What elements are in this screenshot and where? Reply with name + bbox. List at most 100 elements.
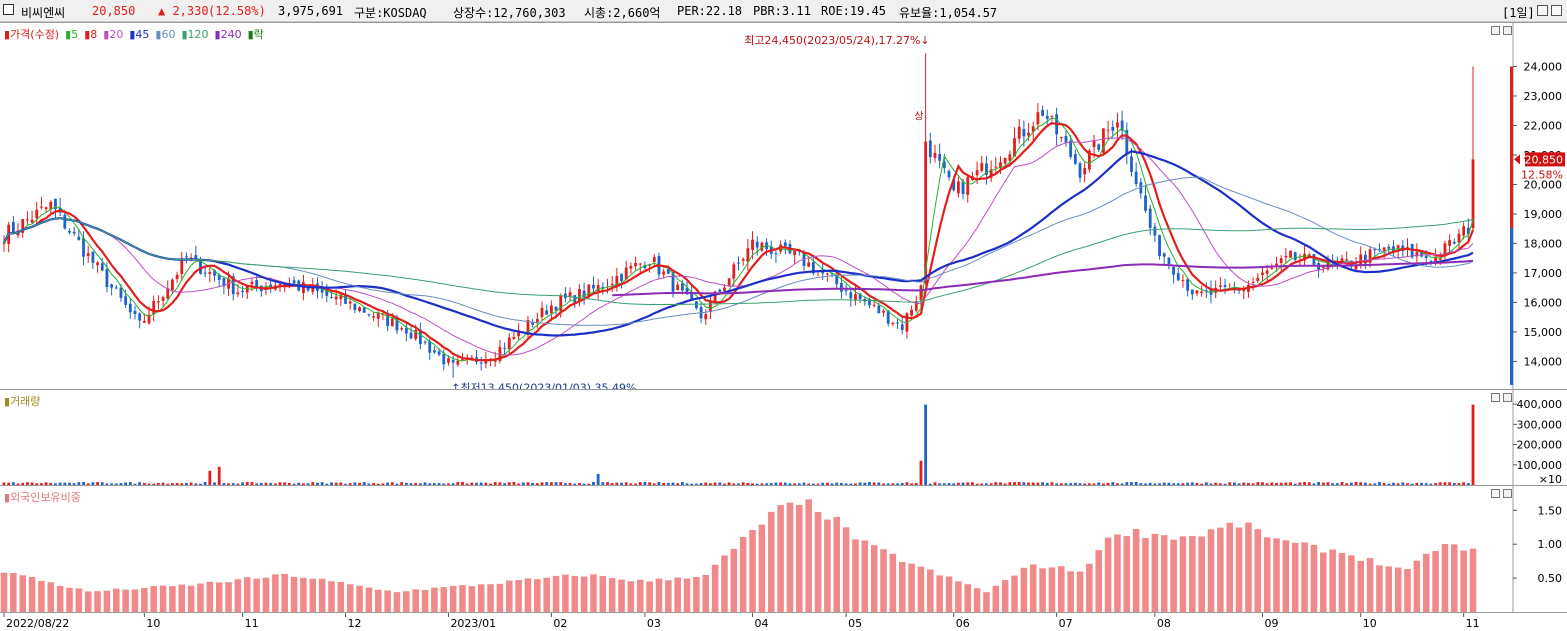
candle-body [2, 242, 6, 244]
volume-bar [1022, 482, 1026, 485]
volume-bar [269, 483, 273, 485]
foreign-chart: 0.50 1.00 1.50 [0, 486, 1562, 613]
volume-bar [372, 483, 375, 485]
candle-body [292, 280, 296, 284]
candle-body [1382, 247, 1386, 251]
volume-bar [1083, 483, 1087, 485]
volume-close-icon[interactable] [1503, 393, 1512, 402]
volume-bar [428, 483, 432, 485]
candle-body [956, 181, 960, 194]
candle-body [737, 262, 740, 264]
listed-shares: 상장수:12,760,303 [453, 6, 566, 20]
restore-icon[interactable] [1537, 5, 1548, 16]
foreign-close-icon[interactable] [1503, 489, 1512, 498]
volume-bar [44, 482, 48, 485]
volume-chart: 100,000 200,000 300,000 400,000 ×10 [2, 390, 1562, 486]
candle-body [1284, 255, 1288, 258]
candle-body [821, 270, 825, 274]
volume-bar [414, 482, 418, 485]
candle-body [783, 242, 787, 247]
foreign-bar [674, 577, 681, 612]
volume-bar [1162, 482, 1166, 485]
candle-body [442, 354, 446, 365]
volume-bar [133, 483, 137, 485]
volume-bar [737, 483, 740, 485]
foreign-bar [84, 591, 92, 612]
volume-bar [811, 483, 815, 485]
volume-bar [1153, 483, 1157, 485]
foreign-bar [1413, 560, 1421, 612]
volume-bar [227, 483, 230, 485]
volume-bar [409, 483, 413, 485]
volume-bar [507, 482, 511, 485]
candle-body [531, 322, 535, 325]
volume-bar [994, 482, 998, 485]
panel-close-icon[interactable] [1503, 26, 1512, 35]
foreign-bar [1095, 550, 1103, 612]
foreign-bar [1076, 571, 1084, 612]
price-tick-label: 15,000 [1524, 326, 1563, 339]
x-axis-labels: 2022/08/22 10 11 12 2023/01 02 03 04 05 06 07 08 09 1… [3, 613, 1480, 630]
volume-bar [68, 482, 71, 485]
ma-8-line [3, 121, 1475, 362]
volume-bar [760, 483, 764, 485]
volume-bar [456, 482, 460, 485]
volume-bar [1106, 482, 1110, 485]
candle-body [1204, 290, 1208, 292]
foreign-minimize-icon[interactable] [1491, 489, 1500, 498]
candle-body [320, 288, 324, 293]
candle-body [376, 312, 380, 319]
select-checkbox[interactable] [3, 4, 14, 15]
volume-bar [924, 404, 928, 485]
volume-bar [194, 483, 198, 485]
volume-bar [7, 482, 11, 485]
volume-bar [615, 482, 619, 485]
foreign-bar [842, 527, 850, 612]
x-tick-label: 10 [146, 617, 160, 630]
candle-body [741, 259, 745, 261]
volume-bar [1303, 482, 1306, 485]
candle-body [503, 347, 506, 349]
period-selector[interactable]: [1일] [1502, 6, 1535, 20]
candle-body [245, 286, 249, 293]
volume-bar [1349, 482, 1353, 485]
candle-body [685, 287, 689, 295]
volume-bar [498, 482, 502, 485]
foreign-bar [1366, 558, 1374, 612]
foreign-bar [758, 524, 766, 612]
volume-bar [680, 482, 684, 485]
volume-bar [208, 470, 212, 485]
candle-body [989, 169, 993, 178]
ma-20-line [3, 137, 1474, 356]
volume-bar [821, 482, 825, 485]
volume-bar [1144, 483, 1147, 485]
volume-bar [1069, 483, 1073, 485]
volume-bar [1247, 482, 1250, 485]
candle-body [877, 305, 881, 314]
volume-bar [587, 483, 591, 485]
volume-bar [1373, 483, 1377, 485]
volume-bar [175, 483, 179, 485]
foreign-bar [608, 578, 616, 612]
foreign-bar [1338, 553, 1346, 612]
candle-body [942, 161, 946, 169]
candle-body [208, 272, 212, 274]
candle-body [1181, 280, 1185, 282]
candle-body [203, 272, 207, 274]
candle-body [545, 310, 549, 315]
volume-bar [451, 483, 455, 485]
candle-body [1261, 272, 1264, 275]
volume-bar [433, 483, 436, 485]
panel-minimize-icon[interactable] [1491, 26, 1500, 35]
foreign-bar [721, 555, 728, 612]
candle-body [961, 181, 965, 195]
volume-bar [404, 482, 408, 485]
volume-minimize-icon[interactable] [1491, 393, 1500, 402]
volume-bar [549, 482, 553, 485]
foreign-bar [665, 580, 672, 612]
volume-bar [1055, 483, 1059, 485]
volume-bar [601, 482, 605, 485]
candle-body [952, 179, 956, 191]
volume-bar [259, 482, 263, 485]
close-icon[interactable] [1551, 5, 1562, 16]
